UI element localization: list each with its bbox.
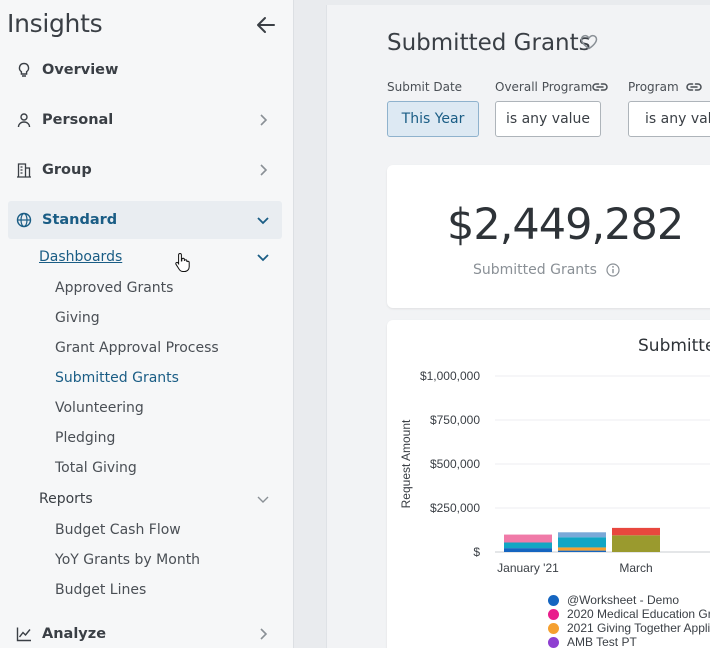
nav-overview-label: Overview (42, 62, 119, 78)
y-tick-label: $250,000 (430, 501, 480, 515)
sidebar: Insights Overview Personal Group Standar… (0, 0, 294, 648)
bar-segment[interactable] (612, 535, 660, 552)
legend-label: @Worksheet - Demo (567, 593, 679, 607)
chevron-right-icon (260, 114, 268, 126)
bar-segment[interactable] (558, 537, 606, 548)
nav-analyze[interactable]: Analyze (8, 615, 282, 648)
nav-personal-label: Personal (42, 112, 114, 128)
building-icon (16, 162, 32, 178)
bar-segment[interactable] (558, 547, 606, 551)
legend-label: 2021 Giving Together Appli (567, 621, 710, 635)
bar-segment[interactable] (558, 550, 606, 552)
filter-submit-date-label: Submit Date (387, 80, 463, 94)
bar-segment[interactable] (612, 527, 660, 536)
nav-dashboards[interactable]: Dashboards (39, 245, 282, 269)
nav-group[interactable]: Group (8, 151, 282, 189)
kpi-value: $2,449,282 (447, 200, 684, 250)
nav-analyze-label: Analyze (42, 626, 107, 642)
filter-program-label: Program (628, 80, 679, 94)
dashboard-item-giving[interactable]: Giving (55, 310, 100, 326)
bar-segment[interactable] (504, 542, 552, 549)
legend-swatch (548, 608, 559, 620)
kpi-card (387, 165, 710, 308)
hand-cursor-icon (175, 252, 190, 272)
filter-overall-program-label: Overall Program (495, 80, 593, 94)
chart-card (387, 320, 710, 648)
chevron-right-icon (260, 164, 268, 176)
nav-group-label: Group (42, 162, 92, 178)
legend-swatch (548, 594, 559, 606)
legend-item[interactable]: AMB Test PT (548, 635, 710, 648)
y-axis-label: Request Amount (399, 419, 413, 508)
dashboards-link[interactable]: Dashboards (39, 249, 123, 265)
kpi-label: Submitted Grants (473, 262, 597, 278)
link-icon[interactable] (592, 81, 608, 93)
legend-swatch (548, 636, 559, 648)
x-tick-label: January '21 (497, 561, 559, 575)
legend-label: 2020 Medical Education Gr (567, 607, 710, 621)
nav-standard[interactable]: Standard (8, 201, 282, 239)
dashboard-item-total-giving[interactable]: Total Giving (55, 460, 137, 476)
dashboard-item-submitted-grants[interactable]: Submitted Grants (55, 370, 179, 386)
chevron-right-icon (260, 628, 268, 640)
chevron-down-icon (257, 254, 269, 262)
nav-personal[interactable]: Personal (8, 101, 282, 139)
globe-icon (16, 212, 32, 228)
report-item-budget-cash-flow[interactable]: Budget Cash Flow (55, 522, 181, 538)
nav-overview[interactable]: Overview (8, 51, 282, 89)
heart-icon[interactable] (580, 34, 598, 50)
chart-title: Submitte (638, 336, 710, 356)
x-tick-label: March (619, 561, 652, 575)
person-icon (16, 112, 32, 128)
dashboard-item-pledging[interactable]: Pledging (55, 430, 116, 446)
back-arrow-icon[interactable] (255, 14, 277, 36)
bar-segment[interactable] (558, 532, 606, 538)
dashboard-item-grant-approval-process[interactable]: Grant Approval Process (55, 340, 219, 356)
bar-chart: $ $250,000 $500,000 $750,000 $1,000,000 Reque… (399, 369, 710, 575)
legend-swatch (548, 622, 559, 634)
bar-segment[interactable] (504, 534, 552, 543)
nav-reports[interactable]: Reports (39, 487, 282, 511)
info-icon[interactable] (606, 263, 620, 277)
report-item-budget-lines[interactable]: Budget Lines (55, 582, 147, 598)
legend-label: AMB Test PT (567, 635, 637, 648)
sidebar-title: Insights (7, 9, 103, 38)
chevron-down-icon (257, 496, 269, 503)
dashboard-item-volunteering[interactable]: Volunteering (55, 400, 144, 416)
link-icon[interactable] (686, 81, 702, 93)
y-tick-label: $500,000 (430, 457, 480, 471)
y-tick-label: $ (473, 545, 480, 559)
bar-segment[interactable] (504, 548, 552, 552)
dashboard-item-approved-grants[interactable]: Approved Grants (55, 280, 174, 296)
line-chart-icon (16, 626, 32, 642)
nav-standard-label: Standard (42, 212, 118, 228)
filter-overall-program-button[interactable]: is any value (495, 101, 601, 137)
reports-label: Reports (39, 491, 93, 507)
report-item-yoy-grants-by-month[interactable]: YoY Grants by Month (55, 552, 201, 568)
page-title: Submitted Grants (387, 30, 591, 56)
legend-item[interactable]: 2020 Medical Education Gr (548, 607, 710, 621)
y-tick-label: $1,000,000 (420, 369, 480, 383)
filter-submit-date-button[interactable]: This Year (387, 101, 479, 137)
lightbulb-icon (16, 62, 32, 78)
chart-legend: @Worksheet - Demo 2020 Medical Education … (548, 593, 710, 648)
legend-item[interactable]: 2021 Giving Together Appli (548, 621, 710, 635)
chevron-down-icon (257, 217, 269, 225)
y-tick-label: $750,000 (430, 413, 480, 427)
legend-item[interactable]: @Worksheet - Demo (548, 593, 710, 607)
filter-program-button[interactable]: is any valu (628, 101, 710, 137)
